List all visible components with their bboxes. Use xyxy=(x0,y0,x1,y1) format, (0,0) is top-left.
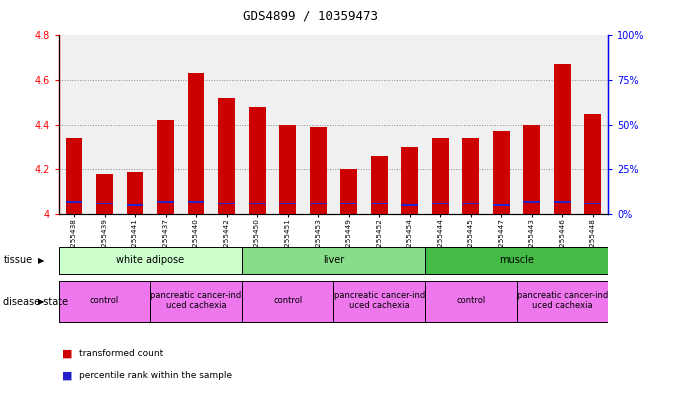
Bar xyxy=(585,202,601,204)
Bar xyxy=(462,202,479,204)
Bar xyxy=(188,73,205,214)
Text: tissue: tissue xyxy=(3,255,32,265)
Bar xyxy=(432,202,448,204)
Bar xyxy=(371,202,388,204)
Bar xyxy=(126,172,144,214)
Bar xyxy=(585,114,601,214)
Bar xyxy=(340,202,357,204)
Bar xyxy=(96,202,113,204)
Text: muscle: muscle xyxy=(499,255,534,265)
Text: ■: ■ xyxy=(62,370,73,380)
Text: control: control xyxy=(456,296,485,305)
Bar xyxy=(242,281,333,322)
Bar xyxy=(59,247,242,274)
Bar xyxy=(66,201,82,202)
Text: control: control xyxy=(90,296,119,305)
Bar xyxy=(126,204,144,206)
Bar xyxy=(59,281,151,322)
Text: ■: ■ xyxy=(62,349,73,359)
Text: GDS4899 / 10359473: GDS4899 / 10359473 xyxy=(243,10,379,23)
Bar xyxy=(425,281,516,322)
Bar xyxy=(310,202,327,204)
Bar xyxy=(157,201,174,202)
Bar xyxy=(249,107,265,214)
Text: ▶: ▶ xyxy=(38,256,45,265)
Bar xyxy=(554,64,571,214)
Bar xyxy=(523,125,540,214)
Bar xyxy=(371,156,388,214)
Bar xyxy=(96,174,113,214)
Bar xyxy=(279,202,296,204)
Bar xyxy=(66,138,82,214)
Text: ▶: ▶ xyxy=(38,297,45,306)
Text: transformed count: transformed count xyxy=(79,349,164,358)
Bar xyxy=(310,127,327,214)
Text: white adipose: white adipose xyxy=(116,255,184,265)
Bar xyxy=(493,204,510,206)
Bar xyxy=(554,201,571,202)
Bar xyxy=(493,132,510,214)
Bar xyxy=(333,281,425,322)
Text: percentile rank within the sample: percentile rank within the sample xyxy=(79,371,233,380)
Text: disease state: disease state xyxy=(3,297,68,307)
Text: pancreatic cancer-ind
uced cachexia: pancreatic cancer-ind uced cachexia xyxy=(151,291,242,310)
Bar xyxy=(523,201,540,202)
Bar xyxy=(151,281,242,322)
Bar xyxy=(401,147,418,214)
Bar xyxy=(516,281,608,322)
Bar xyxy=(242,247,425,274)
Bar xyxy=(425,247,608,274)
Text: control: control xyxy=(273,296,302,305)
Bar xyxy=(279,125,296,214)
Bar xyxy=(432,138,448,214)
Bar xyxy=(157,120,174,214)
Bar xyxy=(218,98,235,214)
Bar xyxy=(188,201,205,202)
Bar xyxy=(462,138,479,214)
Bar xyxy=(401,204,418,206)
Bar xyxy=(340,169,357,214)
Text: liver: liver xyxy=(323,255,344,265)
Bar xyxy=(218,202,235,204)
Bar xyxy=(249,202,265,204)
Text: pancreatic cancer-ind
uced cachexia: pancreatic cancer-ind uced cachexia xyxy=(334,291,425,310)
Text: pancreatic cancer-ind
uced cachexia: pancreatic cancer-ind uced cachexia xyxy=(517,291,608,310)
